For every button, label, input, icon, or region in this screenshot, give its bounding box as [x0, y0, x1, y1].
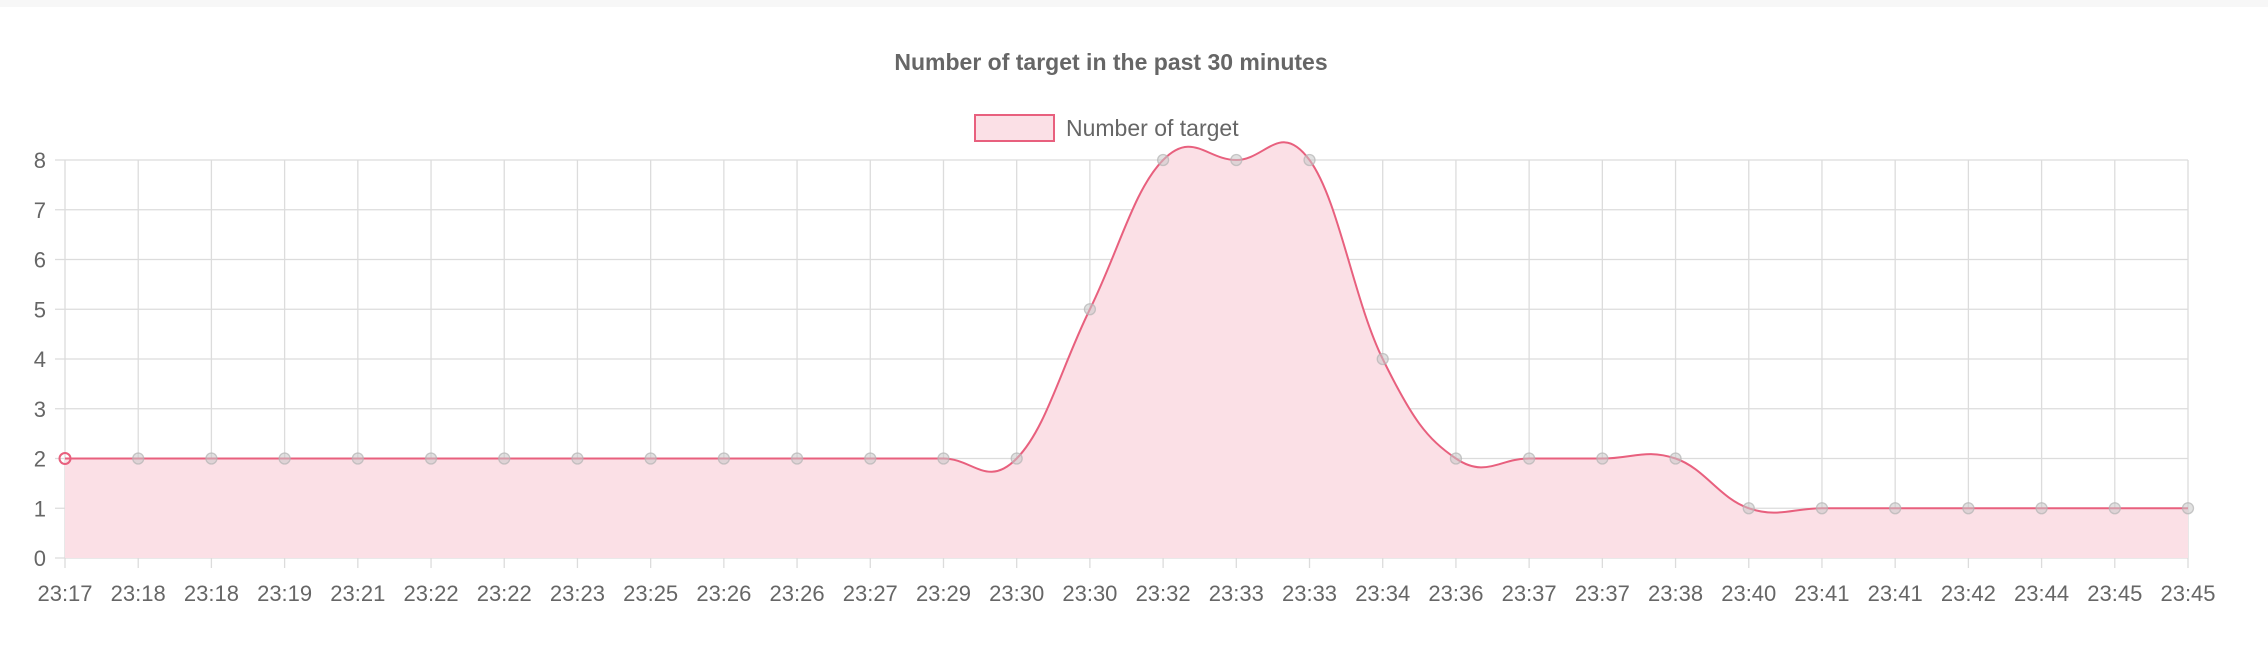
- series-area: [65, 142, 2188, 559]
- data-point[interactable]: [1815, 502, 1829, 515]
- x-tick-label: 23:18: [111, 581, 166, 606]
- x-tick-label: 23:44: [2014, 581, 2069, 606]
- data-point[interactable]: [58, 452, 72, 465]
- x-tick-label: 23:30: [989, 581, 1044, 606]
- x-tick-label: 23:41: [1868, 581, 1923, 606]
- data-point[interactable]: [1596, 452, 1609, 465]
- data-point[interactable]: [132, 452, 145, 465]
- data-point[interactable]: [937, 452, 950, 465]
- y-tick-label: 1: [34, 496, 46, 521]
- data-point[interactable]: [790, 452, 804, 465]
- data-point[interactable]: [1742, 502, 1755, 515]
- area-layer: [65, 141, 2188, 559]
- data-point[interactable]: [1669, 452, 1682, 465]
- data-point[interactable]: [278, 452, 291, 465]
- x-tick-label: 23:33: [1209, 581, 1264, 606]
- data-point[interactable]: [1889, 502, 1902, 515]
- x-tick-label: 23:38: [1648, 581, 1703, 606]
- x-tick-label: 23:45: [2087, 581, 2142, 606]
- x-tick-label: 23:33: [1282, 581, 1337, 606]
- x-tick-label: 23:23: [550, 581, 605, 606]
- data-point[interactable]: [1156, 153, 1170, 167]
- x-tick-label: 23:19: [257, 581, 312, 606]
- data-point[interactable]: [644, 452, 657, 465]
- x-tick-label: 23:27: [843, 581, 898, 606]
- x-tick-label: 23:18: [184, 581, 239, 606]
- x-tick-label: 23:26: [770, 581, 825, 606]
- x-tick-label: 23:21: [330, 581, 385, 606]
- data-point[interactable]: [2035, 502, 2048, 515]
- data-point[interactable]: [424, 452, 438, 465]
- y-tick-label: 4: [34, 347, 46, 372]
- x-tick-label: 23:17: [37, 581, 92, 606]
- data-point[interactable]: [1010, 452, 1023, 465]
- data-point[interactable]: [864, 452, 877, 465]
- y-tick-label: 0: [34, 546, 46, 571]
- top-strip: [0, 0, 2268, 7]
- data-point[interactable]: [1962, 502, 1975, 515]
- y-tick-label: 3: [34, 397, 46, 422]
- x-tick-label: 23:22: [477, 581, 532, 606]
- points-layer: [58, 153, 2195, 515]
- x-tick-label: 23:26: [696, 581, 751, 606]
- data-point[interactable]: [571, 452, 584, 465]
- data-point[interactable]: [1449, 452, 1463, 465]
- x-tick-label: 23:42: [1941, 581, 1996, 606]
- data-point[interactable]: [1376, 352, 1389, 366]
- data-point[interactable]: [1230, 153, 1243, 167]
- y-tick-label: 7: [34, 198, 46, 223]
- y-tick-label: 2: [34, 447, 46, 472]
- legend-swatch: [974, 114, 1055, 142]
- data-point[interactable]: [351, 452, 364, 465]
- x-tick-label: 23:34: [1355, 581, 1410, 606]
- x-tick-label: 23:40: [1721, 581, 1776, 606]
- x-tick-label: 23:32: [1136, 581, 1191, 606]
- y-tick-label: 5: [34, 297, 46, 322]
- x-tick-label: 23:30: [1062, 581, 1117, 606]
- y-tick-label: 8: [34, 148, 46, 173]
- data-point[interactable]: [2181, 502, 2195, 515]
- data-point[interactable]: [1303, 153, 1316, 167]
- data-point[interactable]: [1522, 452, 1536, 465]
- data-point[interactable]: [2108, 502, 2121, 515]
- x-tick-label: 23:29: [916, 581, 971, 606]
- x-tick-label: 23:37: [1575, 581, 1630, 606]
- x-tick-label: 23:22: [404, 581, 459, 606]
- legend[interactable]: Number of target: [974, 114, 1239, 142]
- x-tick-label: 23:41: [1794, 581, 1849, 606]
- data-point[interactable]: [717, 452, 731, 465]
- data-point[interactable]: [498, 452, 511, 465]
- y-tick-label: 6: [34, 248, 46, 273]
- x-tick-label: 23:37: [1502, 581, 1557, 606]
- chart-title: Number of target in the past 30 minutes: [894, 49, 1327, 75]
- x-tick-label: 23:25: [623, 581, 678, 606]
- series-line: [65, 141, 2188, 514]
- data-point[interactable]: [205, 452, 218, 465]
- x-axis: 23:17 23:18 23:18 23:19 23:21 23:22 23:22 23:23…: [37, 581, 2215, 606]
- y-axis: 0 1 2 3 4 5 6 7 8: [34, 148, 46, 571]
- x-tick-label: 23:45: [2160, 581, 2215, 606]
- legend-label: Number of target: [1066, 115, 1239, 141]
- data-point[interactable]: [1083, 303, 1097, 316]
- x-tick-label: 23:36: [1428, 581, 1483, 606]
